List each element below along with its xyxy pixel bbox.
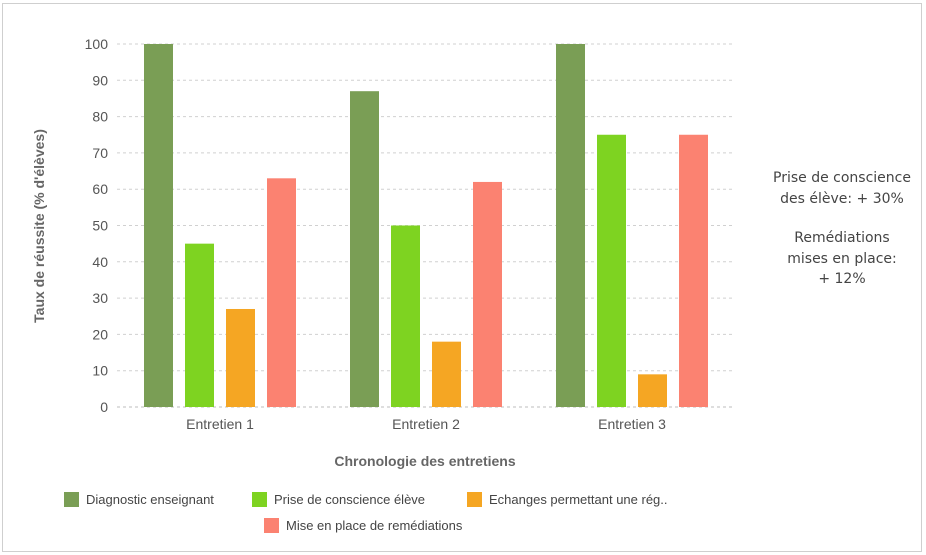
bar (679, 134, 708, 407)
annotation-line-2: des élève: + 30% (780, 191, 904, 207)
y-tick-label: 70 (92, 145, 108, 161)
x-axis-title: Chronologie des entretiens (334, 453, 515, 469)
x-tick-label: Entretien 2 (392, 416, 460, 432)
y-axis-title: Taux de réussite (% d'élèves) (31, 129, 47, 323)
x-axis-categories: Entretien 1 Entretien 2 Entretien 3 (186, 416, 666, 432)
y-tick-label: 20 (92, 326, 108, 342)
y-tick-label: 80 (92, 109, 108, 125)
bars (144, 44, 708, 407)
legend: Diagnostic enseignant Prise de conscience… (64, 492, 668, 533)
y-axis-ticks: 0 10 20 30 40 50 60 70 80 90 100 (85, 36, 109, 415)
legend-label: Mise en place de remédiations (286, 518, 463, 533)
annotation-line-4: mises en place: (787, 251, 897, 267)
annotation-line-1: Prise de conscience (773, 170, 911, 186)
bar (473, 181, 502, 407)
legend-label: Prise de conscience élève (274, 492, 425, 507)
bar (556, 44, 585, 407)
legend-item[interactable]: Mise en place de remédiations (264, 518, 463, 533)
legend-swatch (264, 518, 279, 533)
annotation-note: Prise de conscience des élève: + 30% Rem… (773, 170, 911, 287)
y-tick-label: 30 (92, 290, 108, 306)
grid-lines (117, 43, 735, 408)
legend-swatch (252, 492, 267, 507)
bar (267, 178, 296, 407)
legend-label: Diagnostic enseignant (86, 492, 214, 507)
y-tick-label: 10 (92, 363, 108, 379)
bar (350, 91, 379, 407)
y-tick-label: 100 (85, 36, 109, 52)
legend-item[interactable]: Prise de conscience élève (252, 492, 425, 507)
bar (144, 44, 173, 407)
legend-label: Echanges permettant une rég.. (489, 492, 668, 507)
bar (391, 225, 420, 407)
y-tick-label: 60 (92, 181, 108, 197)
legend-item[interactable]: Echanges permettant une rég.. (467, 492, 668, 507)
bar (597, 134, 626, 407)
y-tick-label: 40 (92, 254, 108, 270)
y-tick-label: 90 (92, 72, 108, 88)
bar (226, 308, 255, 407)
annotation-line-5: + 12% (818, 271, 865, 287)
legend-swatch (467, 492, 482, 507)
legend-swatch (64, 492, 79, 507)
annotation-line-3: Remédiations (794, 230, 889, 246)
y-tick-label: 50 (92, 218, 108, 234)
x-tick-label: Entretien 3 (598, 416, 666, 432)
bar (638, 374, 667, 407)
y-tick-label: 0 (100, 399, 108, 415)
legend-item[interactable]: Diagnostic enseignant (64, 492, 214, 507)
bar (432, 341, 461, 407)
x-tick-label: Entretien 1 (186, 416, 254, 432)
bar (185, 243, 214, 407)
